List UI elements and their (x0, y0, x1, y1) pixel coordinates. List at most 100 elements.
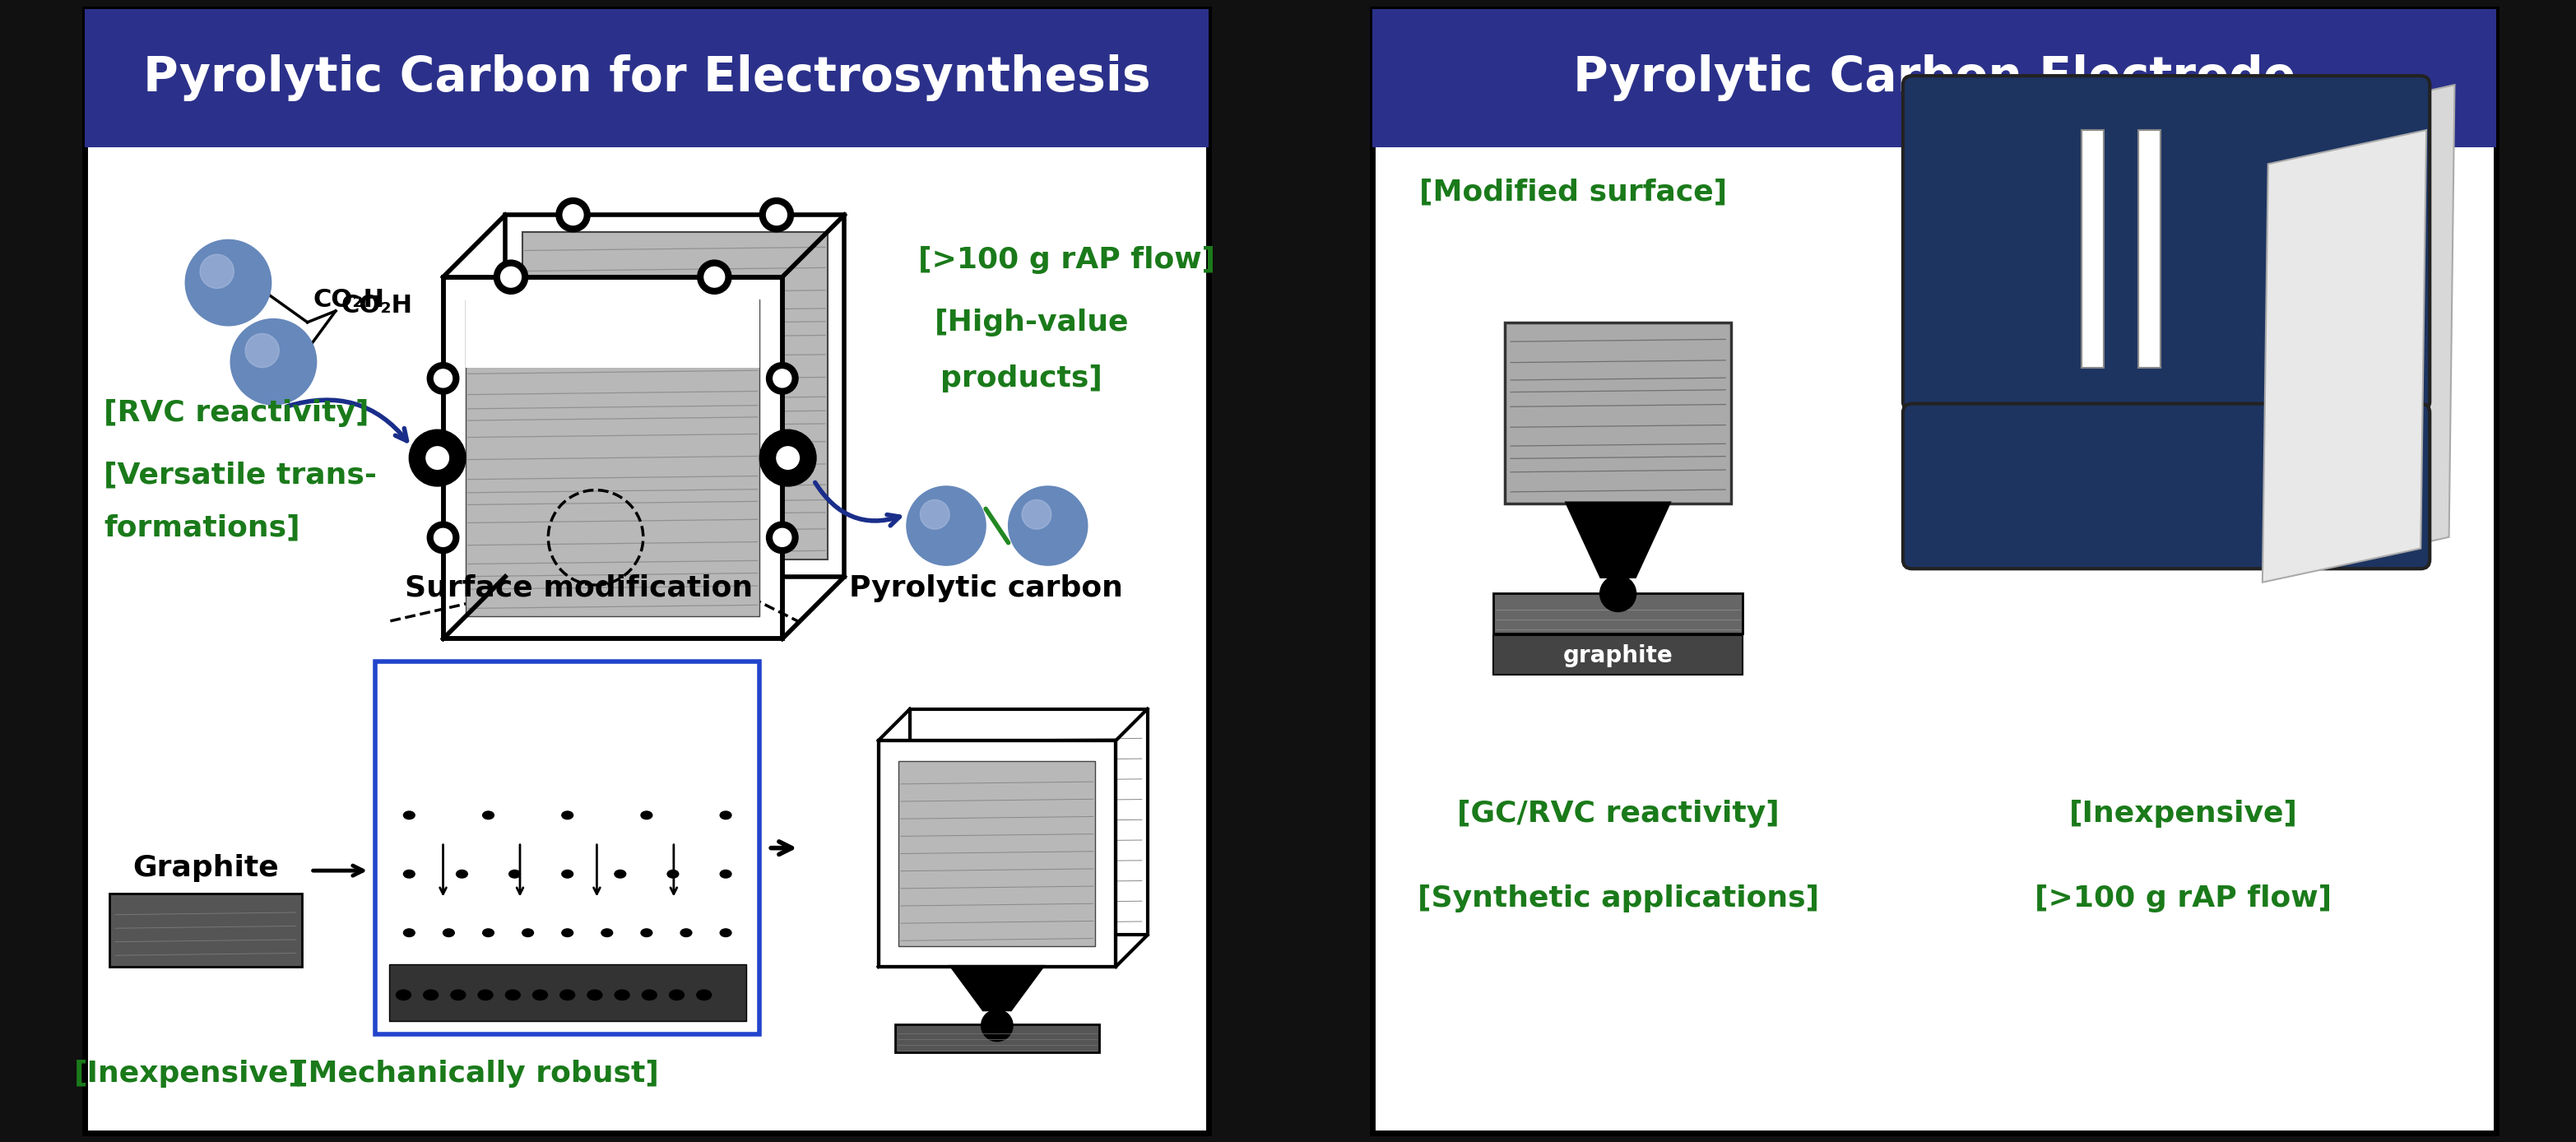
FancyBboxPatch shape (1494, 635, 1741, 675)
Text: [Inexpensive]: [Inexpensive] (2069, 801, 2298, 828)
FancyBboxPatch shape (443, 278, 783, 638)
Ellipse shape (559, 990, 574, 1000)
Ellipse shape (587, 990, 603, 1000)
Circle shape (201, 255, 234, 288)
Text: [RVC reactivity]: [RVC reactivity] (103, 399, 368, 427)
Circle shape (1023, 500, 1051, 529)
Text: Pyrolytic Carbon Electrode: Pyrolytic Carbon Electrode (1574, 55, 2295, 102)
Ellipse shape (641, 928, 652, 936)
Circle shape (760, 429, 817, 486)
Ellipse shape (451, 990, 466, 1000)
Text: Pyrolytic carbon: Pyrolytic carbon (850, 574, 1123, 602)
Ellipse shape (600, 928, 613, 936)
Circle shape (981, 1010, 1012, 1042)
Ellipse shape (562, 928, 572, 936)
Circle shape (1600, 576, 1636, 612)
FancyBboxPatch shape (1373, 9, 2496, 1133)
Text: [Mechanically robust]: [Mechanically robust] (294, 1060, 659, 1088)
Text: Surface modification: Surface modification (404, 574, 752, 602)
Ellipse shape (616, 870, 626, 878)
FancyBboxPatch shape (389, 965, 747, 1021)
Ellipse shape (505, 990, 520, 1000)
Circle shape (760, 198, 793, 232)
Ellipse shape (422, 990, 438, 1000)
Circle shape (773, 369, 791, 387)
FancyBboxPatch shape (2138, 130, 2161, 368)
Text: [>100 g rAP flow]: [>100 g rAP flow] (2035, 885, 2331, 912)
Ellipse shape (721, 870, 732, 878)
FancyBboxPatch shape (878, 741, 1115, 966)
Ellipse shape (696, 990, 711, 1000)
Text: graphite: graphite (1564, 644, 1672, 667)
Ellipse shape (482, 928, 495, 936)
FancyBboxPatch shape (1904, 403, 2429, 569)
FancyBboxPatch shape (466, 288, 760, 368)
Circle shape (185, 240, 270, 325)
Ellipse shape (721, 811, 732, 819)
Ellipse shape (443, 928, 453, 936)
Ellipse shape (641, 811, 652, 819)
Ellipse shape (562, 870, 572, 878)
Ellipse shape (641, 990, 657, 1000)
FancyBboxPatch shape (896, 1024, 1100, 1053)
Ellipse shape (479, 990, 492, 1000)
Polygon shape (2262, 130, 2427, 582)
FancyBboxPatch shape (1373, 9, 2496, 147)
Ellipse shape (404, 870, 415, 878)
Ellipse shape (562, 811, 572, 819)
Ellipse shape (523, 928, 533, 936)
Text: formations]: formations] (103, 514, 301, 542)
Text: [>100 g rAP flow]: [>100 g rAP flow] (917, 247, 1216, 274)
Circle shape (775, 447, 799, 469)
Circle shape (768, 362, 799, 394)
Circle shape (1007, 486, 1087, 565)
Text: CO₂H: CO₂H (343, 293, 412, 317)
FancyBboxPatch shape (2081, 130, 2105, 368)
Circle shape (428, 362, 459, 394)
Circle shape (703, 267, 724, 288)
Circle shape (768, 204, 786, 225)
Polygon shape (2295, 85, 2455, 571)
Circle shape (920, 500, 951, 529)
Circle shape (500, 267, 520, 288)
FancyBboxPatch shape (1494, 594, 1741, 633)
Ellipse shape (397, 990, 410, 1000)
FancyBboxPatch shape (505, 215, 845, 577)
Text: [Modified surface]: [Modified surface] (1419, 178, 1726, 207)
Text: Graphite: Graphite (131, 854, 278, 883)
FancyBboxPatch shape (1504, 322, 1731, 504)
FancyBboxPatch shape (1904, 75, 2429, 410)
Ellipse shape (670, 990, 685, 1000)
Ellipse shape (616, 990, 629, 1000)
FancyBboxPatch shape (909, 709, 1146, 935)
Circle shape (495, 260, 528, 293)
Circle shape (433, 369, 453, 387)
Circle shape (907, 486, 987, 565)
Circle shape (768, 522, 799, 554)
FancyBboxPatch shape (523, 232, 827, 560)
Polygon shape (1566, 504, 1669, 577)
Circle shape (428, 522, 459, 554)
Text: [Inexpensive]: [Inexpensive] (75, 1060, 304, 1088)
Text: [High-value: [High-value (935, 308, 1128, 336)
Circle shape (773, 529, 791, 547)
Circle shape (698, 260, 732, 293)
Circle shape (433, 529, 453, 547)
Circle shape (410, 429, 466, 486)
Text: [Synthetic applications]: [Synthetic applications] (1417, 885, 1819, 912)
Ellipse shape (510, 870, 520, 878)
Text: CO₂H: CO₂H (314, 288, 384, 312)
Circle shape (564, 204, 582, 225)
Ellipse shape (533, 990, 549, 1000)
FancyBboxPatch shape (85, 9, 1208, 1133)
Circle shape (425, 447, 448, 469)
Ellipse shape (404, 928, 415, 936)
FancyBboxPatch shape (111, 893, 301, 966)
Circle shape (229, 319, 317, 404)
Text: [GC/RVC reactivity]: [GC/RVC reactivity] (1458, 801, 1780, 828)
Ellipse shape (667, 870, 677, 878)
FancyBboxPatch shape (376, 661, 760, 1035)
Text: [Versatile trans-: [Versatile trans- (103, 461, 376, 489)
Ellipse shape (404, 811, 415, 819)
Ellipse shape (680, 928, 693, 936)
